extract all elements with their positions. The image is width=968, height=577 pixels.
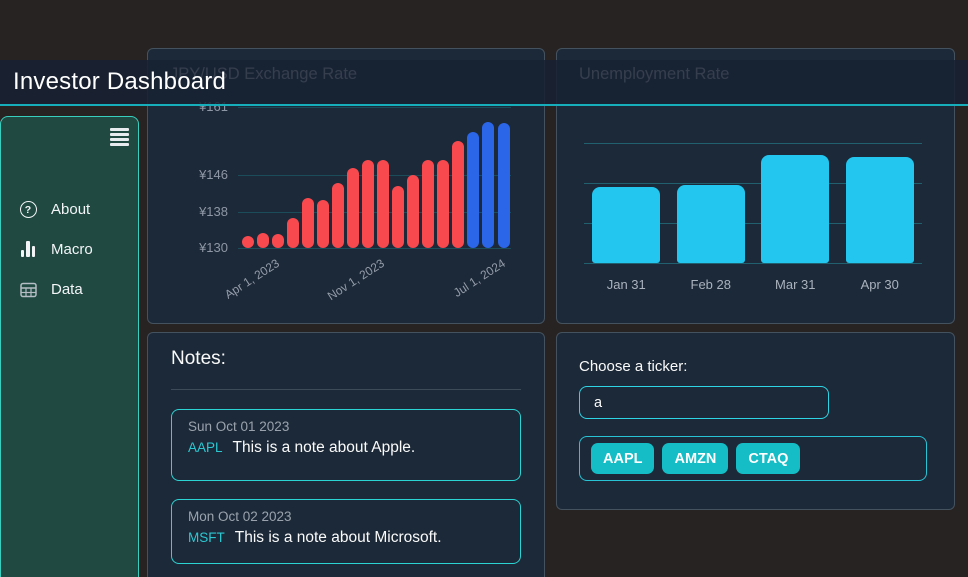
sidebar-item-label: Macro [51, 240, 93, 258]
exchange-rate-bar [302, 197, 315, 248]
x-axis-tick-label: Mar 31 [775, 277, 816, 292]
app-header: Investor Dashboard [0, 60, 968, 106]
notes-card: Notes: Sun Oct 01 2023 AAPL This is a no… [147, 332, 545, 577]
exchange-rate-bar [407, 175, 420, 248]
x-axis-tick-label: Feb 28 [690, 277, 731, 292]
y-axis-tick-label: ¥130 [199, 240, 228, 255]
table-icon [19, 280, 37, 298]
hamburger-icon[interactable] [110, 128, 129, 148]
unemployment-bar [761, 155, 830, 263]
gridline [238, 248, 511, 249]
x-axis-tick-label: Nov 1, 2023 [325, 256, 388, 304]
exchange-rate-bar [242, 235, 254, 248]
unemployment-chart: Jan 31 Feb 28 Mar 31 Apr 30 [557, 49, 954, 323]
exchange-rate-bar [467, 131, 480, 248]
sidebar: ? About Macro [0, 116, 139, 577]
exchange-rate-bar [272, 233, 285, 248]
exchange-rate-bar [287, 217, 300, 248]
x-axis-tick-label: Jan 31 [606, 277, 646, 292]
gridline [238, 211, 511, 213]
x-axis-tick-label: Apr 30 [860, 277, 899, 292]
note-ticker: AAPL [188, 440, 223, 455]
note-date: Sun Oct 01 2023 [188, 419, 290, 434]
question-circle-icon: ? [19, 200, 37, 218]
ticker-chooser-label: Choose a ticker: [579, 358, 688, 375]
exchange-rate-bar [482, 121, 495, 248]
gridline [584, 223, 922, 224]
gridline [584, 143, 922, 144]
unemployment-bar [676, 185, 745, 263]
exchange-rate-bar [437, 159, 450, 248]
app-title: Investor Dashboard [13, 68, 227, 95]
ticker-search-input[interactable] [579, 386, 829, 419]
bar-chart-icon [19, 241, 37, 257]
notes-heading: Notes: [171, 348, 226, 369]
y-axis-tick-label: ¥146 [199, 167, 228, 183]
sidebar-item-label: About [51, 200, 91, 218]
ticker-chooser-card: Choose a ticker: AAPL AMZN CTAQ [556, 332, 955, 510]
exchange-rate-bar [422, 159, 435, 248]
exchange-rate-bar [362, 159, 375, 248]
note-item: Mon Oct 02 2023 MSFT This is a note abou… [171, 499, 521, 564]
note-ticker: MSFT [188, 530, 225, 545]
exchange-rate-bar [497, 122, 510, 248]
x-axis-tick-label: Jul 1, 2024 [450, 256, 508, 300]
sidebar-item-data[interactable]: Data [1, 269, 138, 309]
ticker-results-group: AAPL AMZN CTAQ [579, 436, 927, 481]
note-date: Mon Oct 02 2023 [188, 509, 292, 524]
gridline [584, 263, 922, 264]
exchange-rate-bar [452, 140, 465, 248]
exchange-rate-bar [392, 186, 405, 248]
ticker-button-ctaq[interactable]: CTAQ [736, 443, 801, 474]
x-axis-tick-label: Apr 1, 2023 [222, 256, 282, 302]
unemployment-bar [845, 157, 914, 263]
exchange-rate-bar [332, 182, 345, 248]
sidebar-item-about[interactable]: ? About [1, 189, 138, 229]
exchange-rate-bar [317, 200, 330, 248]
note-text: This is a note about Apple. [232, 439, 416, 456]
exchange-rate-bar [257, 232, 270, 248]
gridline [584, 183, 922, 184]
note-item: Sun Oct 01 2023 AAPL This is a note abou… [171, 409, 521, 481]
y-axis-tick-label: ¥138 [199, 203, 228, 219]
gridline [238, 175, 511, 177]
exchange-rate-bar [377, 159, 390, 248]
unemployment-bar [592, 187, 661, 263]
sidebar-nav: ? About Macro [1, 189, 138, 309]
ticker-button-amzn[interactable]: AMZN [662, 443, 729, 474]
exchange-rate-bar [347, 168, 360, 248]
note-text: This is a note about Microsoft. [234, 529, 442, 546]
sidebar-item-label: Data [51, 280, 83, 298]
notes-divider [171, 389, 521, 390]
ticker-button-aapl[interactable]: AAPL [591, 443, 655, 474]
sidebar-item-macro[interactable]: Macro [1, 229, 138, 269]
gridline [238, 107, 511, 108]
